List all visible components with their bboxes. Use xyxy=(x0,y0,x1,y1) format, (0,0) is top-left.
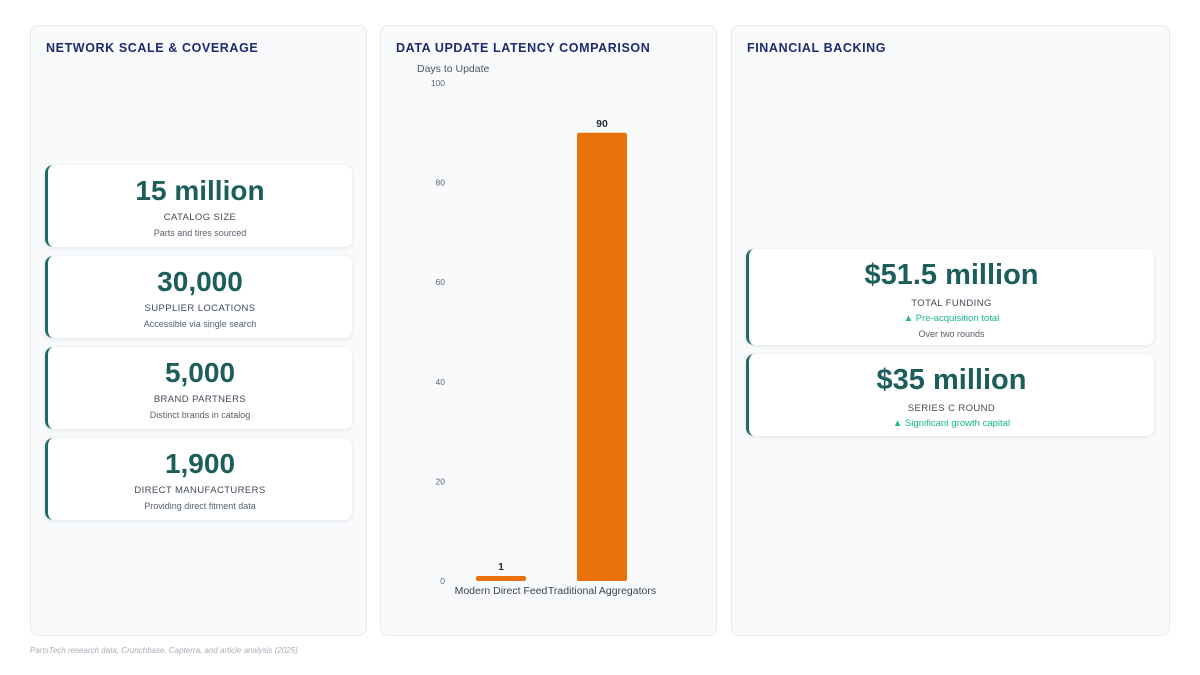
latency-panel-title: DATA UPDATE LATENCY COMPARISON xyxy=(396,41,651,55)
stat-label: BRAND PARTNERS xyxy=(153,394,247,405)
stat-card-series-c: $35 million SERIES C ROUND ▲ Significant… xyxy=(746,354,1154,436)
stat-subtext: Accessible via single search xyxy=(143,319,257,329)
stat-subtext: Parts and tires sourced xyxy=(153,228,247,238)
stat-value: $35 million xyxy=(876,364,1027,396)
stat-value: 15 million xyxy=(135,175,265,206)
bar-series: 1 90 xyxy=(476,118,627,582)
y-axis-title: Days to Update xyxy=(417,63,490,75)
y-tick-label: 0 xyxy=(440,576,445,586)
stat-card-supplier-locations: 30,000 SUPPLIER LOCATIONS Accessible via… xyxy=(45,256,352,338)
stat-label: SUPPLIER LOCATIONS xyxy=(144,303,256,314)
network-panel-title: NETWORK SCALE & COVERAGE xyxy=(46,41,259,55)
stat-card-direct-manufacturers: 1,900 DIRECT MANUFACTURERS Providing dir… xyxy=(45,438,352,520)
stat-label: CATALOG SIZE xyxy=(163,212,237,223)
network-panel: NETWORK SCALE & COVERAGE 15 million CATA… xyxy=(30,25,367,636)
bar xyxy=(476,576,526,581)
x-axis-category-labels: Modern Direct Feed Traditional Aggregator… xyxy=(455,585,656,597)
y-tick-label: 20 xyxy=(436,476,446,486)
stat-value: 30,000 xyxy=(157,266,243,297)
stat-card-catalog-size: 15 million CATALOG SIZE Parts and tires … xyxy=(45,165,352,247)
y-axis-ticks: 0 20 40 60 80 100 xyxy=(431,78,445,586)
stat-value: $51.5 million xyxy=(864,259,1039,291)
stat-subtext: Providing direct fitment data xyxy=(144,501,256,511)
financial-panel: FINANCIAL BACKING $51.5 million TOTAL FU… xyxy=(731,25,1170,636)
stat-label: TOTAL FUNDING xyxy=(911,298,992,309)
bar-value-label: 1 xyxy=(498,561,504,573)
y-tick-label: 80 xyxy=(436,178,446,188)
stat-subtext: Distinct brands in catalog xyxy=(149,410,251,420)
stat-card-brand-partners: 5,000 BRAND PARTNERS Distinct brands in … xyxy=(45,347,352,429)
growth-indicator: ▲ Pre-acquisition total xyxy=(903,313,1000,324)
financial-panel-title: FINANCIAL BACKING xyxy=(747,41,887,55)
bar-value-label: 90 xyxy=(596,118,608,130)
bar xyxy=(577,132,627,582)
x-category-label: Traditional Aggregators xyxy=(548,585,656,597)
x-category-label: Modern Direct Feed xyxy=(455,585,548,597)
y-tick-label: 40 xyxy=(436,377,446,387)
stat-label: SERIES C ROUND xyxy=(907,403,996,414)
growth-indicator: ▲ Significant growth capital xyxy=(892,418,1011,429)
stat-card-total-funding: $51.5 million TOTAL FUNDING ▲ Pre-acquis… xyxy=(746,249,1154,345)
y-tick-label: 60 xyxy=(436,277,446,287)
latency-bar-chart: Days to Update 0 20 40 60 80 100 1 90 Modern D… xyxy=(417,63,656,597)
stat-value: 5,000 xyxy=(164,357,236,388)
source-footnote: PartsTech research data, Crunchbase, Cap… xyxy=(30,646,298,655)
latency-panel: DATA UPDATE LATENCY COMPARISON Days to U… xyxy=(380,25,717,636)
stat-value: 1,900 xyxy=(164,448,236,479)
y-tick-label: 100 xyxy=(431,78,445,88)
stat-label: DIRECT MANUFACTURERS xyxy=(134,485,266,496)
stat-subtext: Over two rounds xyxy=(918,329,985,339)
